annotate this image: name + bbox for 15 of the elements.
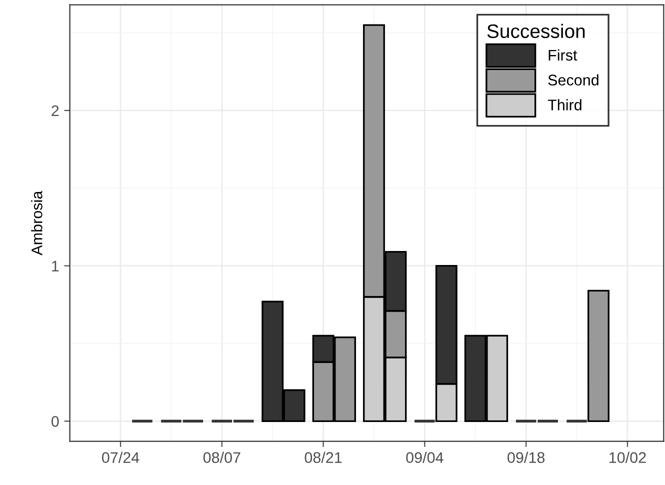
x-tick-label: 08/21 bbox=[304, 452, 342, 463]
legend-label: Third bbox=[548, 99, 582, 110]
x-tick-label: 08/07 bbox=[203, 452, 240, 463]
legend-title: Succession bbox=[487, 24, 585, 38]
y-axis-title: Ambrosia bbox=[31, 190, 42, 256]
x-tick-label: 07/24 bbox=[102, 452, 140, 463]
y-tick-label: 0 bbox=[52, 416, 59, 427]
legend-label: First bbox=[548, 49, 578, 61]
legend-label: Second bbox=[548, 74, 598, 86]
y-tick-label: 1 bbox=[52, 260, 59, 272]
y-tick-label: 2 bbox=[52, 105, 59, 116]
x-tick-label: 09/18 bbox=[508, 452, 545, 463]
bar bbox=[588, 290, 610, 422]
x-tick-label: 09/04 bbox=[406, 452, 444, 463]
x-tick-label: 10/02 bbox=[610, 452, 646, 463]
